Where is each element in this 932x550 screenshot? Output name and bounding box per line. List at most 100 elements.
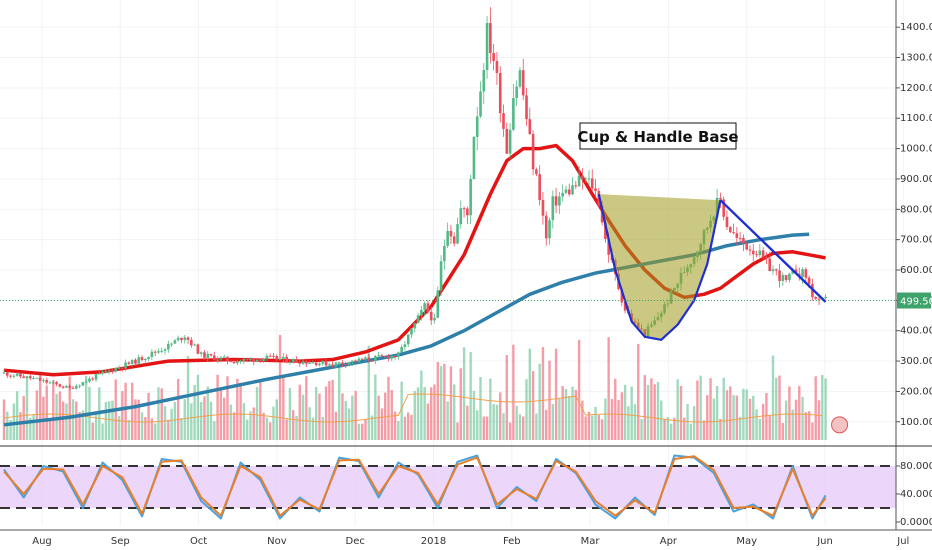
volume-bar — [268, 422, 272, 440]
candle-body — [255, 359, 259, 362]
volume-bar — [216, 374, 219, 440]
candle-body — [328, 364, 331, 366]
candle — [443, 239, 446, 270]
volume-bar — [653, 384, 656, 440]
volume-bar — [712, 398, 716, 440]
volume-bar — [124, 382, 127, 440]
candle-body — [272, 355, 275, 357]
volume-bar — [104, 401, 108, 440]
volume-bar — [584, 416, 587, 440]
candle-body — [784, 275, 788, 281]
candle — [728, 225, 732, 234]
candle — [321, 360, 325, 366]
volume-bar — [581, 400, 584, 440]
candle — [68, 384, 72, 391]
candle-body — [528, 119, 532, 135]
candle — [48, 380, 52, 384]
volume-bar — [173, 402, 177, 440]
volume-bar — [637, 343, 640, 440]
candle-body — [288, 361, 292, 363]
candle — [124, 359, 127, 372]
annotation-box[interactable]: Cup & Handle Base — [577, 122, 739, 150]
volume-bar — [387, 376, 390, 440]
candle — [561, 184, 564, 202]
price-tick-label: 800.00 — [900, 204, 932, 215]
candle — [209, 353, 213, 357]
price-tick-label: 900.00 — [900, 174, 932, 185]
candle — [788, 272, 791, 283]
candle — [157, 348, 160, 354]
annotation-text: Cup & Handle Base — [577, 128, 738, 146]
candle-body — [574, 185, 578, 187]
candle-body — [71, 387, 75, 389]
volume-bar — [758, 418, 762, 440]
volume-bar — [15, 391, 19, 440]
candle — [341, 360, 344, 368]
event-flag-icon — [831, 416, 849, 434]
candle — [505, 122, 509, 155]
candle — [127, 361, 131, 366]
candle-body — [738, 237, 742, 239]
volume-bar — [617, 399, 620, 440]
volume-bar — [426, 403, 430, 440]
volume-bar — [321, 416, 324, 440]
candle-body — [186, 337, 190, 340]
candle — [814, 296, 818, 301]
candle-body — [203, 352, 206, 358]
volume-bar — [456, 422, 459, 440]
volume-bar — [117, 416, 121, 440]
candle — [160, 347, 164, 354]
candle-body — [114, 368, 118, 372]
candle — [426, 300, 430, 315]
volume-bar — [226, 376, 229, 440]
volume-bar — [594, 406, 597, 440]
price-tick-label: 600.00 — [900, 265, 932, 276]
candle — [755, 250, 758, 258]
cup-outline — [597, 193, 722, 342]
volume-bar — [535, 413, 538, 440]
candle-body — [420, 309, 423, 316]
volume-bar — [347, 408, 351, 440]
volume-bar — [19, 412, 22, 440]
candle — [584, 176, 587, 183]
volume-bar — [301, 394, 305, 440]
candle-body — [521, 70, 525, 96]
price-tick-label: 200.00 — [900, 386, 932, 397]
candle — [305, 358, 308, 368]
candle-body — [525, 95, 528, 120]
cup-fill — [598, 194, 721, 340]
candle — [173, 338, 177, 344]
moving-average-line — [3, 232, 810, 427]
candle — [324, 358, 328, 368]
volume-bar — [571, 386, 574, 440]
candle — [5, 371, 9, 379]
volume-bar — [643, 375, 647, 440]
candle — [590, 169, 594, 192]
volume-bar — [42, 396, 45, 440]
volume-bar — [683, 417, 686, 440]
volume-bar — [107, 401, 111, 440]
candle-body — [561, 192, 564, 197]
candle-body — [176, 337, 180, 341]
candle-body — [745, 243, 748, 250]
candle — [222, 354, 226, 359]
candle — [525, 87, 528, 126]
candle — [406, 334, 410, 347]
price-tick-label: 100.00 — [900, 417, 932, 428]
candle — [15, 371, 19, 377]
candle-body — [88, 378, 91, 382]
volume-bar — [229, 404, 232, 440]
volume-bar — [285, 419, 288, 440]
volume-bar — [344, 400, 347, 440]
candle-body — [305, 361, 308, 364]
volume-bar — [407, 412, 410, 440]
volume-bar — [430, 387, 433, 440]
volume-bar — [433, 384, 436, 440]
candle — [383, 355, 387, 359]
volume-bar — [551, 404, 555, 440]
candle-body — [383, 356, 387, 358]
candle-body — [157, 351, 160, 353]
volume-bar — [311, 417, 315, 440]
volume-bar — [75, 401, 78, 440]
candle-body — [311, 362, 315, 364]
